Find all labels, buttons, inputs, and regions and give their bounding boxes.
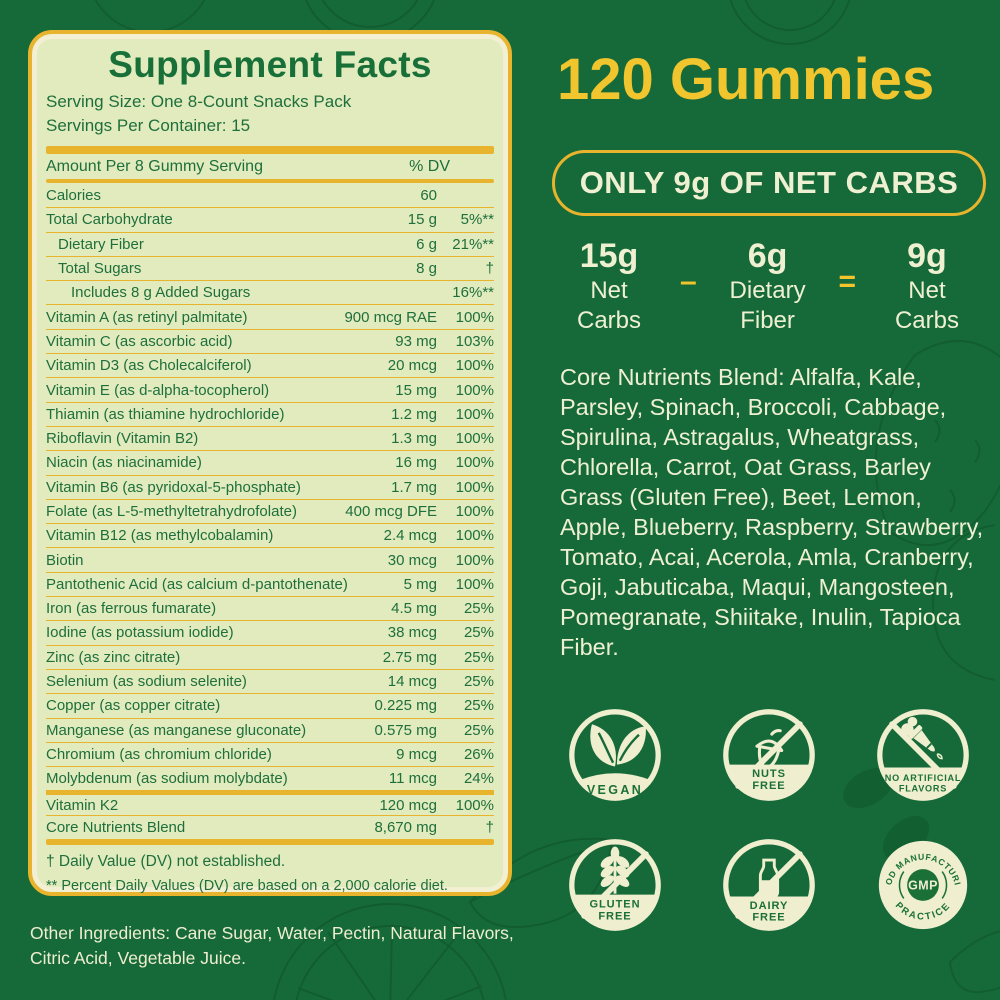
footnote-percent: ** Percent Daily Values (DV) are based o…: [46, 878, 448, 895]
facts-row: Vitamin E (as d-alpha-tocopherol) 15 mg 10…: [46, 377, 494, 401]
gummy-count-headline: 120 Gummies: [557, 47, 935, 112]
servings-per-container: Servings Per Container: 15: [46, 116, 251, 135]
minus-operator: –: [679, 265, 697, 298]
gmp-center-disc: [907, 869, 939, 901]
footnote-dagger: † Daily Value (DV) not established.: [46, 853, 286, 871]
facts-row: Selenium (as sodium selenite) 14 mcg 25%: [46, 668, 494, 693]
gmp-badge: GOOD MANUFACTURING PRACTICE GMP: [875, 837, 968, 930]
dv-header: % DV: [409, 158, 450, 175]
facts-row: Zinc (as zinc citrate) 2.75 mg 25%: [46, 644, 494, 669]
facts-header: Amount Per 8 Gummy Serving % DV: [46, 154, 494, 179]
facts-row: Vitamin D3 (as Cholecalciferol) 20 mcg 100…: [46, 353, 494, 377]
serving-size: Serving Size: One 8-Count Snacks Pack: [46, 92, 352, 111]
gluten-free-badge: GLUTEN FREE: [569, 839, 661, 931]
facts-row: Iron (as ferrous fumarate) 4.5 mg 25%: [46, 596, 494, 620]
core-nutrients-blend: Core Nutrients Blend: Alfalfa, Kale, Par…: [560, 364, 984, 660]
panel-title: Supplement Facts: [108, 44, 432, 85]
net-carbs-term: 15g Net Carbs: [576, 237, 642, 334]
facts-row: Total Sugars 8 g †: [46, 255, 494, 280]
facts-row: Vitamin K2 120 mcg 100%: [46, 790, 494, 814]
facts-row: Manganese (as manganese gluconate) 0.575 …: [46, 717, 494, 742]
svg-text:FREE: FREE: [598, 911, 631, 923]
slash-icon: [735, 721, 803, 789]
net-carbs-math: 15g Net Carbs – 6g Dietary Fiber = 9g Ne…: [548, 236, 988, 336]
dietary-fiber-term: 6g Dietary Fiber: [729, 237, 806, 334]
facts-row: Pantothenic Acid (as calcium d-pantothen…: [46, 571, 494, 596]
facts-row: Vitamin B6 (as pyridoxal-5-phosphate) 1.7…: [46, 474, 494, 499]
facts-row: Vitamin A (as retinyl palmitate) 900 mcg …: [46, 304, 494, 328]
net-carbs-result-term: 9g Net Carbs: [894, 237, 959, 334]
facts-row: Copper (as copper citrate) 0.225 mg 25%: [46, 693, 494, 717]
facts-row: Molybdenum (as sodium molybdate) 11 mcg 24…: [46, 766, 494, 790]
divider-thick: [46, 146, 494, 154]
vegan-badge: VEGAN: [569, 709, 661, 801]
facts-row: Includes 8 g Added Sugars 16%**: [46, 280, 494, 304]
facts-row: Niacin (as niacinamide) 16 mg 100%: [46, 450, 494, 474]
svg-text:DAIRY: DAIRY: [750, 900, 789, 912]
facts-row: Dietary Fiber 6 g 21%**: [46, 231, 494, 256]
dairy-free-badge: DAIRY FREE: [723, 839, 815, 931]
facts-row: Biotin 30 mcg 100%: [46, 547, 494, 571]
slash-icon: [889, 721, 957, 789]
nuts-free-badge: NUTS FREE: [723, 709, 815, 801]
svg-text:FREE: FREE: [752, 780, 785, 792]
net-carbs-banner: ONLY 9g OF NET CARBS: [552, 150, 986, 216]
facts-row: Iodine (as potassium iodide) 38 mcg 25%: [46, 620, 494, 644]
badge-grid: VEGAN NUTS FREE NO ARTIFICIAL FLAVORS: [538, 707, 1000, 933]
facts-row: Total Carbohydrate 15 g 5%**: [46, 207, 494, 231]
amount-header: Amount Per 8 Gummy Serving: [46, 158, 263, 175]
facts-row: Thiamin (as thiamine hydrochloride) 1.2 m…: [46, 401, 494, 426]
no-artificial-flavors-badge: NO ARTIFICIAL FLAVORS: [877, 709, 969, 801]
divider-medium: [46, 179, 494, 183]
facts-rows: Calories 60 Total Carbohydrate 15 g 5%** Diet…: [46, 183, 494, 839]
gmp-center-text: GMP: [908, 879, 938, 893]
facts-row: Folate (as L-5-methyltetrahydrofolate) 40…: [46, 498, 494, 523]
facts-row: Riboflavin (Vitamin B2) 1.3 mg 100%: [46, 425, 494, 450]
svg-text:NO ARTIFICIAL: NO ARTIFICIAL: [885, 773, 961, 783]
facts-row: Vitamin B12 (as methylcobalamin) 2.4 mcg 1…: [46, 523, 494, 547]
svg-text:NUTS: NUTS: [752, 768, 786, 780]
equals-operator: =: [838, 265, 857, 298]
facts-row: Chromium (as chromium chloride) 9 mcg 26%: [46, 741, 494, 766]
facts-row: Calories 60: [46, 186, 437, 204]
facts-row: Vitamin C (as ascorbic acid) 93 mg 103%: [46, 328, 494, 353]
other-ingredients: Other Ingredients: Cane Sugar, Water, Pe…: [30, 923, 514, 968]
dropper-icon: [901, 716, 943, 760]
svg-text:FREE: FREE: [752, 912, 785, 924]
svg-text:GLUTEN: GLUTEN: [589, 899, 640, 911]
slash-icon: [581, 851, 649, 919]
facts-row: Core Nutrients Blend 8,670 mg †: [46, 814, 494, 839]
supplement-facts-panel: Supplement Facts Serving Size: One 8-Cou…: [28, 30, 512, 896]
svg-text:FLAVORS: FLAVORS: [899, 783, 947, 793]
divider-bottom: [46, 839, 494, 846]
slash-icon: [735, 851, 803, 919]
vegan-label: VEGAN: [587, 783, 643, 797]
net-carbs-banner-text: ONLY 9g OF NET CARBS: [579, 165, 959, 200]
